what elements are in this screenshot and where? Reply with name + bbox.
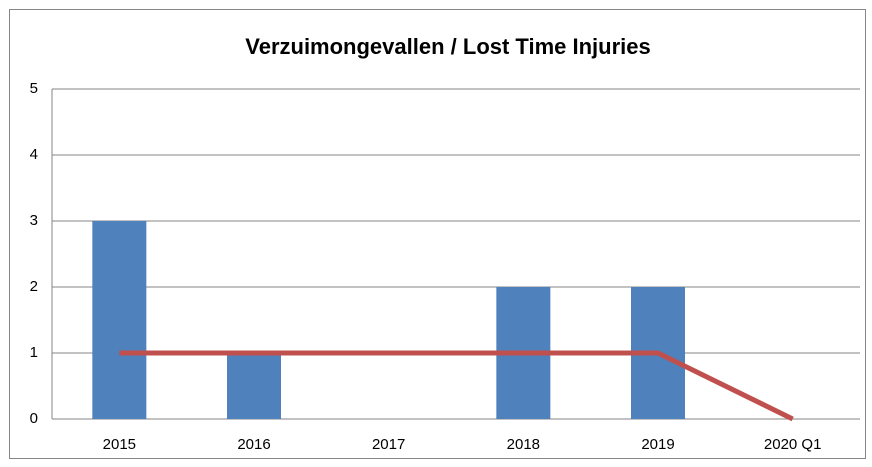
y-tick-label: 5 [30,80,38,97]
y-tick-label: 3 [30,212,38,229]
bar [227,353,281,419]
x-tick-label: 2017 [372,436,405,453]
chart-title: Verzuimongevallen / Lost Time Injuries [245,34,651,59]
x-tick-label: 2018 [507,436,540,453]
x-tick-label: 2019 [641,436,674,453]
x-tick-label: 2020 Q1 [764,436,822,453]
y-tick-label: 4 [30,146,38,163]
y-tick-label: 2 [30,278,38,295]
x-tick-label: 2015 [103,436,136,453]
x-tick-label: 2016 [237,436,270,453]
y-tick-label: 0 [30,410,38,427]
bar [92,221,147,419]
y-tick-label: 1 [30,344,38,361]
line [119,350,794,422]
